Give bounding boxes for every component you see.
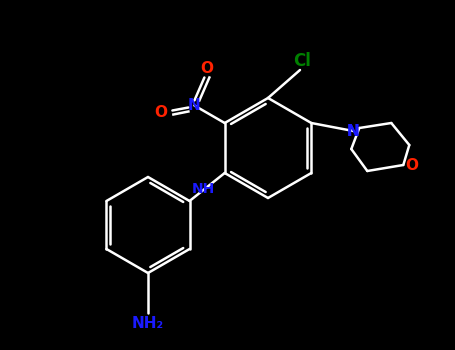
Text: N: N (188, 98, 201, 113)
Text: N: N (347, 124, 359, 139)
Text: O: O (154, 105, 167, 120)
Text: NH: NH (192, 182, 215, 196)
Text: N: N (347, 124, 359, 139)
Text: Cl: Cl (293, 52, 311, 70)
Text: NH₂: NH₂ (132, 315, 164, 330)
Text: O: O (405, 158, 418, 173)
Text: O: O (200, 61, 213, 76)
